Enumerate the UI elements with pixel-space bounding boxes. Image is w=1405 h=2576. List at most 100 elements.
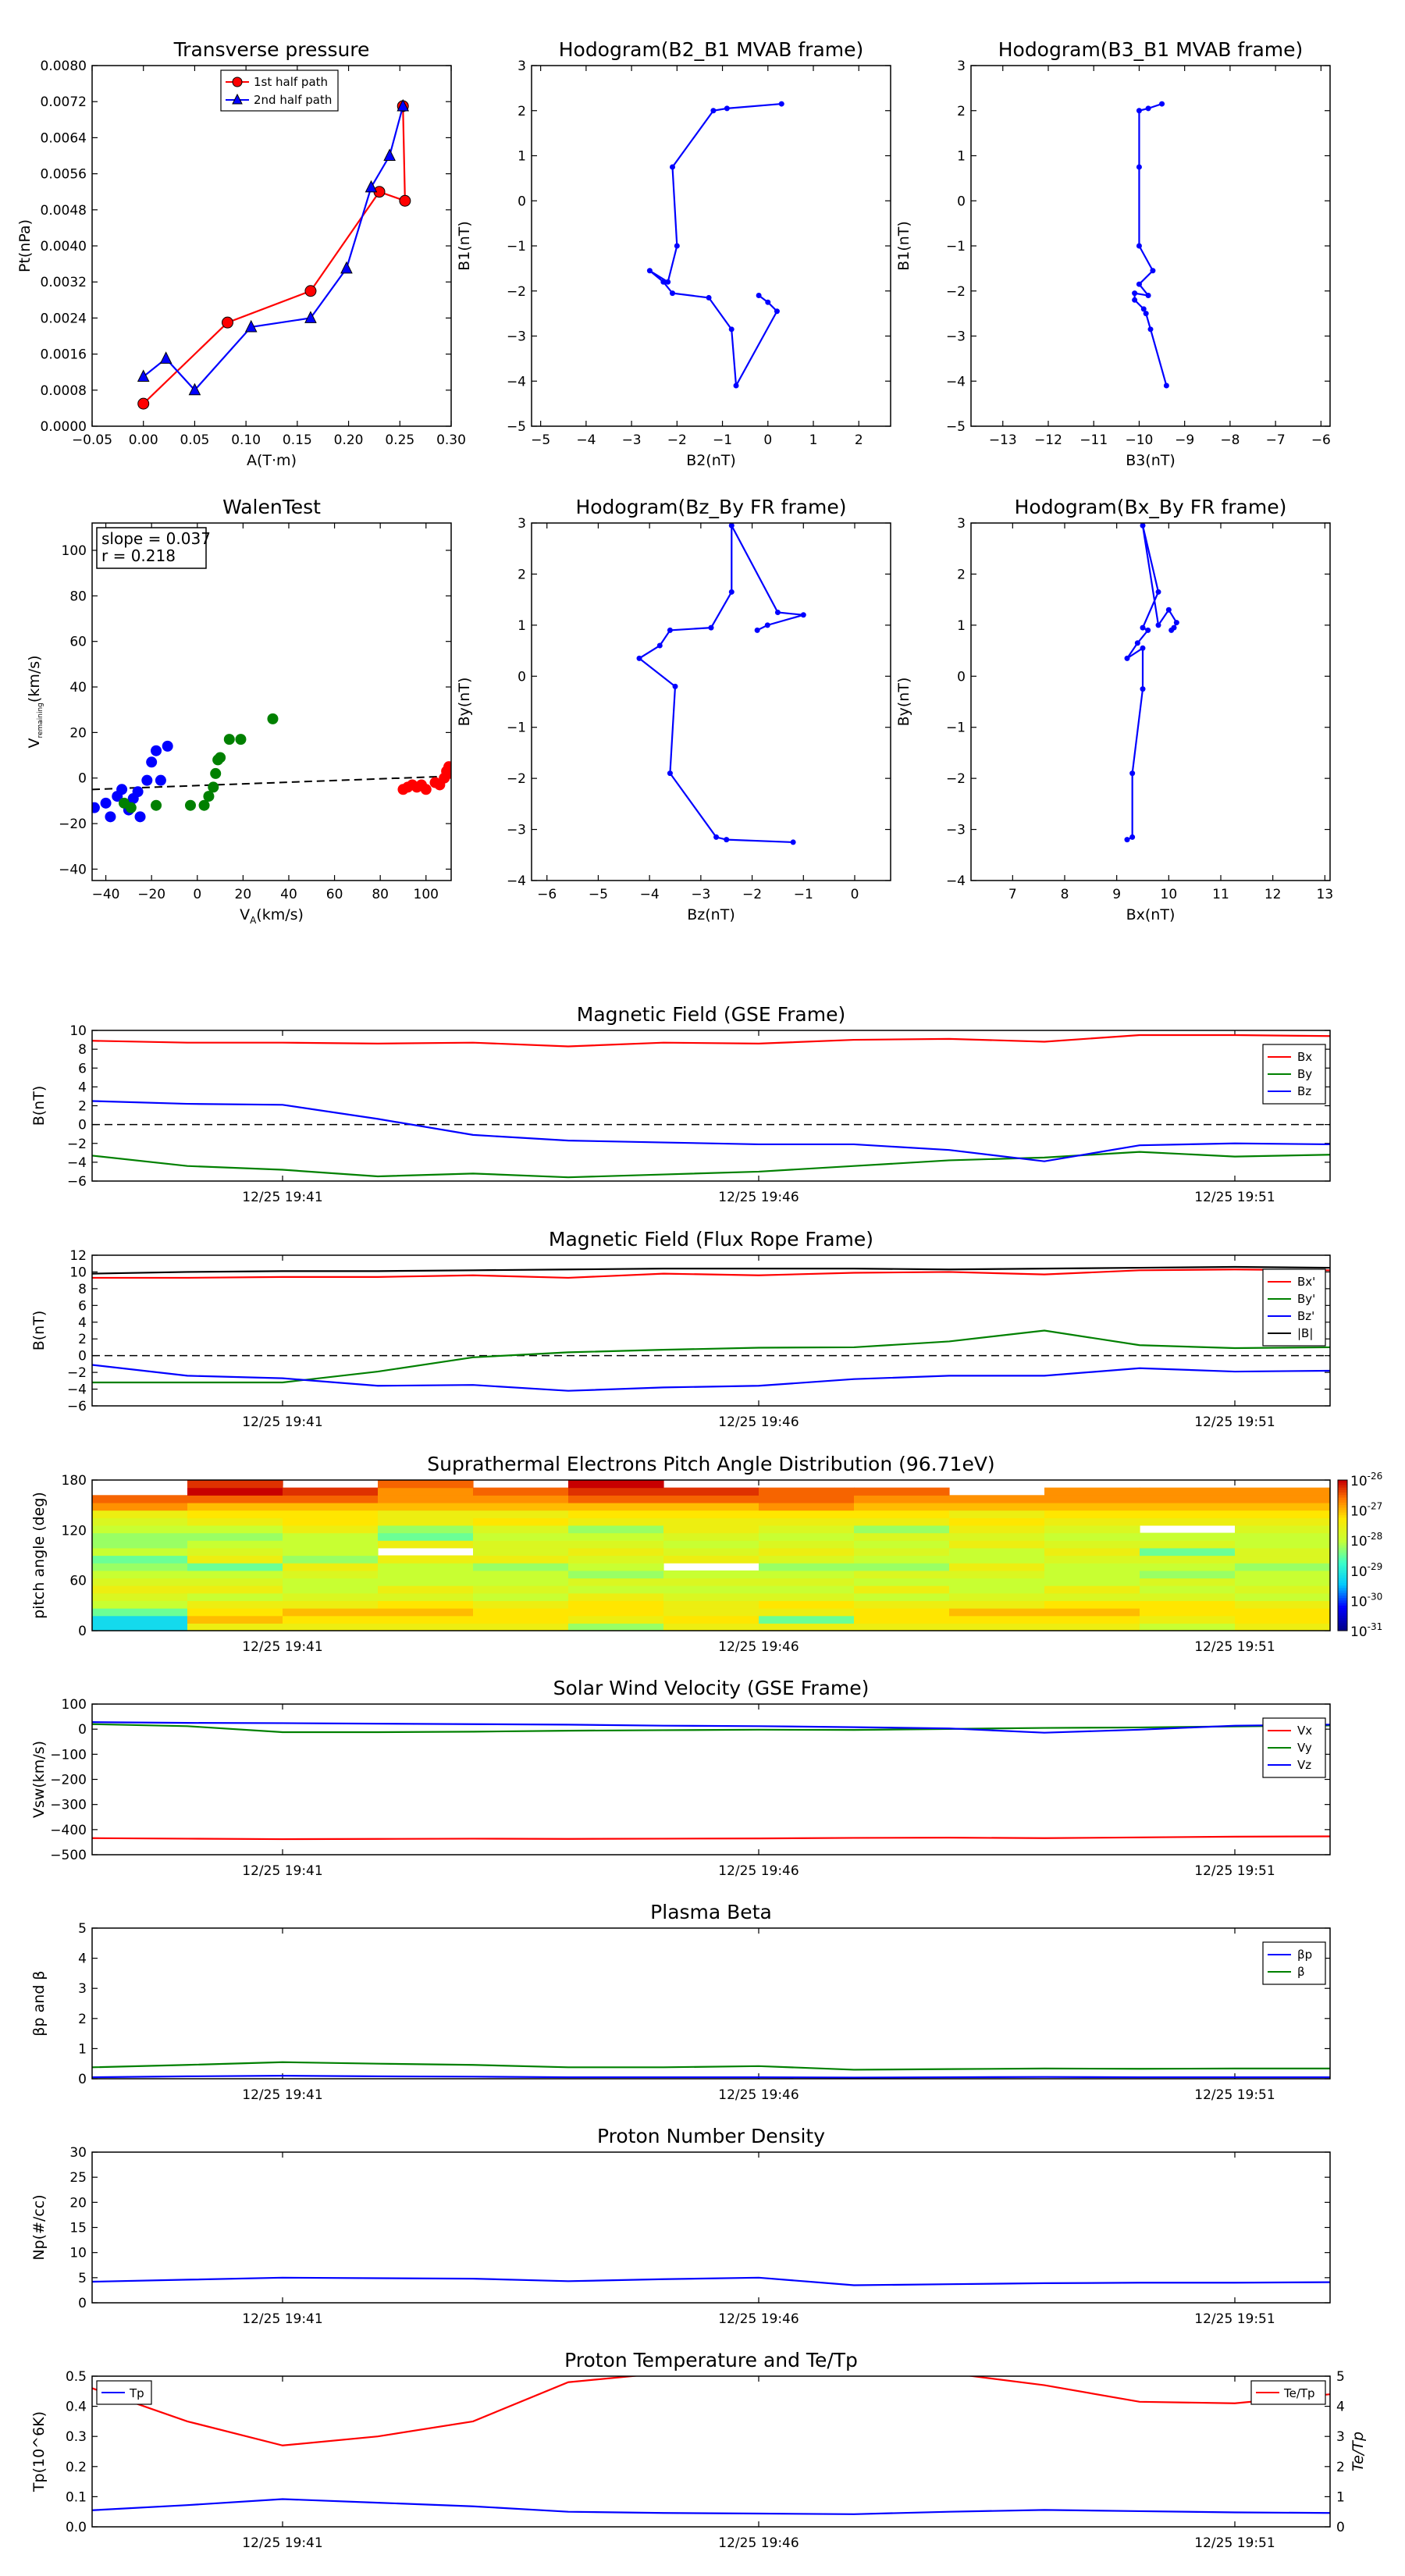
heatmap-cell (92, 1570, 188, 1579)
x-tick-label: 0.10 (231, 432, 261, 448)
y-tick-label: −3 (946, 329, 966, 345)
heatmap-cell (663, 1510, 759, 1518)
data-point (1136, 281, 1142, 287)
x-tick-label: 1 (809, 432, 818, 448)
colorbar-segment (1338, 1625, 1347, 1629)
colorbar-label: 10-31 (1350, 1621, 1382, 1640)
series-line-Bx (92, 1034, 1330, 1048)
x-tick-label: −12 (1034, 432, 1062, 448)
heatmap-cell (949, 1578, 1045, 1586)
y-axis-label: B(nT) (30, 1086, 48, 1126)
panel-title: Hodogram(B3_B1 MVAB frame) (998, 38, 1304, 61)
x-tick-label: −4 (576, 432, 596, 448)
y2-tick-label: 1 (1336, 2489, 1345, 2505)
y-tick-label: 25 (69, 2170, 87, 2186)
data-point (1155, 589, 1161, 595)
heatmap-cell (378, 1480, 474, 1489)
data-point (724, 837, 730, 843)
legend-label: Bx' (1297, 1275, 1315, 1289)
series-line-Vy (92, 1723, 1330, 1734)
data-point (706, 294, 712, 301)
colorbar-segment (1338, 1592, 1347, 1596)
y-axis-label: By(nT) (895, 678, 912, 727)
heatmap-cell (283, 1563, 379, 1571)
heatmap-cell (759, 1517, 855, 1526)
heatmap-cell (949, 1615, 1045, 1624)
y-tick-label: −40 (59, 862, 87, 877)
colorbar-segment (1338, 1525, 1347, 1528)
data-point (1136, 243, 1142, 249)
y-tick-label: 100 (62, 543, 87, 559)
heatmap-cell (92, 1510, 188, 1518)
data-point (728, 589, 735, 595)
panel-hzy: Hodogram(Bz_By FR frame) −4 −3 −2 −1 0 1 2 3 −6 −5… (456, 496, 891, 923)
x-tick-label: −9 (1175, 432, 1194, 448)
heatmap-cell (1044, 1592, 1140, 1601)
x-tick-label: 12/25 19:46 (718, 1639, 799, 1655)
heatmap-cell (283, 1615, 379, 1624)
x-tick-label: −2 (667, 432, 687, 448)
heatmap-cell (854, 1585, 950, 1594)
colorbar-segment (1338, 1500, 1347, 1503)
colorbar-segment (1338, 1480, 1347, 1483)
heatmap-cell (187, 1532, 283, 1541)
y-tick-label: 10 (69, 1265, 87, 1280)
heatmap-cell (187, 1502, 283, 1511)
heatmap-cell (854, 1547, 950, 1557)
heatmap-cell (187, 1570, 283, 1579)
panel-pad: Suprathermal Electrons Pitch Angle Distr… (30, 1453, 1382, 1655)
colorbar-segment (1338, 1489, 1347, 1493)
y-tick-label: 0.0040 (41, 239, 87, 254)
panel-title: Suprathermal Electrons Pitch Angle Distr… (427, 1453, 994, 1475)
data-point (710, 108, 717, 114)
heatmap-cell (663, 1502, 759, 1511)
colorbar-segment (1338, 1528, 1347, 1531)
y-tick-label: 2 (518, 567, 526, 582)
heatmap-cell (759, 1540, 855, 1549)
y-tick-label: 0 (957, 669, 966, 685)
colorbar-segment (1338, 1547, 1347, 1551)
colorbar-segment (1338, 1610, 1347, 1614)
colorbar-segment (1338, 1615, 1347, 1619)
scatter-point (155, 774, 166, 786)
scatter-point (92, 802, 100, 813)
y-tick-label: 0 (78, 1349, 87, 1364)
colorbar-segment (1338, 1578, 1347, 1582)
heatmap-cell (92, 1555, 188, 1564)
x-tick-label: −40 (92, 887, 120, 902)
heatmap-cell (378, 1495, 474, 1503)
legend-label: Vx (1297, 1724, 1312, 1738)
legend-box (1262, 1268, 1326, 1347)
heatmap-cell (949, 1608, 1045, 1617)
legend-label: Vz (1297, 1758, 1311, 1772)
scatter-point (215, 752, 226, 763)
scatter-point (267, 713, 279, 724)
annotation-line: slope = 0.037 (101, 529, 211, 548)
colorbar-label-base: 10 (1350, 1564, 1368, 1580)
heatmap-cell (854, 1510, 950, 1518)
heatmap-cell (568, 1510, 664, 1518)
heatmap-cell (854, 1517, 950, 1526)
panel-title: Proton Temperature and Te/Tp (564, 2349, 858, 2371)
y-tick-label: −4 (67, 1382, 87, 1398)
plot-frame (91, 2151, 1331, 2304)
data-point (1129, 834, 1136, 840)
data-point (244, 319, 258, 333)
y-tick-label: 1 (957, 618, 966, 634)
x-tick-label: 12/25 19:41 (242, 2535, 322, 2551)
x-tick-label: −11 (1080, 432, 1108, 448)
data-point (1136, 108, 1142, 114)
heatmap-cell (378, 1592, 474, 1601)
heatmap-cell (283, 1525, 379, 1534)
data-point (1147, 326, 1154, 333)
y-tick-label: 0.0008 (41, 383, 87, 399)
colorbar-segment (1338, 1565, 1347, 1569)
panel-title: Plasma Beta (650, 1901, 772, 1923)
data-point (656, 642, 663, 649)
heatmap-cell (187, 1563, 283, 1571)
data-point (670, 164, 676, 170)
heatmap-cell (568, 1487, 664, 1496)
heatmap-cell (949, 1592, 1045, 1601)
heatmap-cell (1235, 1495, 1330, 1503)
